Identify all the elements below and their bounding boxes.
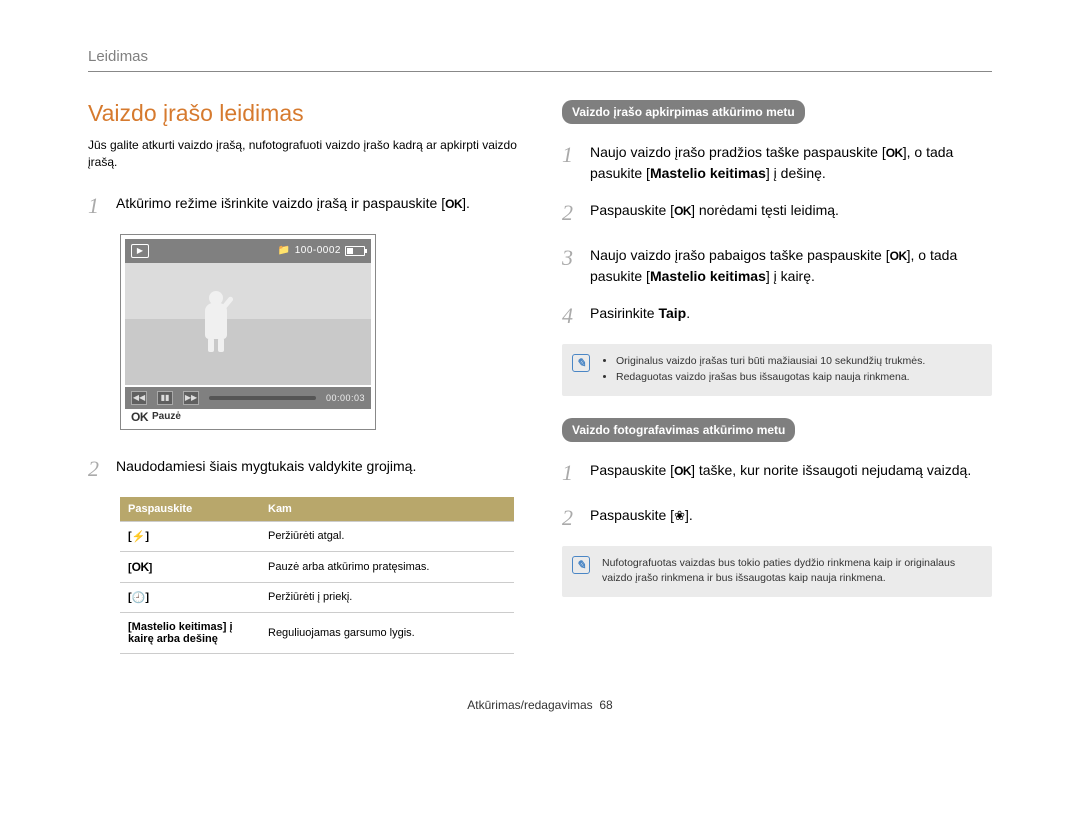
step-text: Paspauskite [OK] norėdami tęsti leidimą.: [590, 196, 992, 221]
text: Paspauskite [: [590, 462, 674, 478]
table-row: [🕘] Peržiūrėti į priekį.: [120, 582, 514, 612]
counter-text: 100-0002: [295, 245, 341, 256]
info-icon: ✎: [572, 556, 590, 574]
step-text: Naujo vaizdo įrašo pradžios taške paspau…: [590, 138, 992, 184]
pause-label: Pauzė: [152, 411, 181, 422]
right-column: Vaizdo įrašo apkirpimas atkūrimo metu 1 …: [562, 100, 992, 654]
text: ].: [685, 507, 693, 523]
page-footer: Atkūrimas/redagavimas 68: [88, 698, 992, 712]
flash-icon: ⚡: [132, 530, 146, 543]
text: Naujo vaizdo įrašo pradžios taške paspau…: [590, 144, 886, 160]
table-cell: [Mastelio keitimas] į kairę arba dešinę: [120, 612, 260, 653]
controls-table: Paspauskite Kam [⚡] Peržiūrėti atgal. [O…: [120, 497, 514, 654]
page-header: Leidimas: [88, 48, 992, 72]
footer-page-number: 68: [599, 698, 612, 712]
info-note: ✎ Originalus vaizdo įrašas turi būti maž…: [562, 344, 992, 396]
ok-icon: OK: [132, 560, 149, 574]
text: Mastelio keitimas: [650, 165, 766, 181]
device-screenshot: ▶ 📁 100-0002: [120, 234, 376, 430]
child-silhouette: [205, 291, 227, 352]
step-text: Naujo vaizdo įrašo pabaigos taške paspau…: [590, 241, 992, 287]
note-item: Redaguotas vaizdo įrašas bus išsaugotas …: [616, 370, 980, 386]
text: .: [686, 305, 690, 321]
timer-icon: 🕘: [132, 591, 146, 604]
battery-icon: [345, 246, 365, 256]
table-cell: Peržiūrėti į priekį.: [260, 582, 514, 612]
ok-icon: OK: [890, 249, 907, 263]
text: Paspauskite [: [590, 507, 674, 523]
ok-icon: OK: [674, 464, 691, 478]
time-text: 00:00:03: [326, 393, 365, 403]
text: Atkūrimo režime išrinkite vaizdo įrašą i…: [116, 195, 445, 211]
left-column: Vaizdo įrašo leidimas Jūs galite atkurti…: [88, 100, 518, 654]
table-row: [⚡] Peržiūrėti atgal.: [120, 521, 514, 551]
macro-icon: ❀: [674, 506, 685, 526]
text: ] norėdami tęsti leidimą.: [691, 202, 839, 218]
ok-icon: OK: [886, 146, 903, 160]
subsection-heading: Vaizdo fotografavimas atkūrimo metu: [562, 418, 795, 442]
text: Pasirinkite: [590, 305, 658, 321]
text: Naujo vaizdo įrašo pabaigos taške paspau…: [590, 247, 890, 263]
info-note: ✎ Nufotografuotas vaizdas bus tokio pati…: [562, 546, 992, 598]
intro-text: Jūs galite atkurti vaizdo įrašą, nufotog…: [88, 137, 518, 171]
ok-icon: OK: [445, 197, 462, 211]
step-text: Pasirinkite Taip.: [590, 299, 992, 324]
text: Taip: [658, 305, 686, 321]
forward-icon: ▶▶: [183, 391, 199, 405]
table-row: [OK] Pauzė arba atkūrimo pratęsimas.: [120, 551, 514, 582]
step-text: Naudodamiesi šiais mygtukais valdykite g…: [116, 452, 518, 477]
step-text: Paspauskite [❀].: [590, 501, 992, 526]
footer-label: Atkūrimas/redagavimas: [467, 698, 592, 712]
pause-icon: ▮▮: [157, 391, 173, 405]
ok-icon: OK: [131, 410, 148, 424]
step-number: 2: [88, 452, 102, 485]
text: ] taške, kur norite išsaugoti nejudamą v…: [691, 462, 971, 478]
step-number: 4: [562, 299, 576, 332]
ok-icon: OK: [674, 204, 691, 218]
text: Mastelio keitimas: [650, 268, 766, 284]
table-cell: Pauzė arba atkūrimo pratęsimas.: [260, 551, 514, 582]
step-number: 2: [562, 501, 576, 534]
play-mode-icon: ▶: [131, 244, 149, 258]
text: ] į kairę.: [766, 268, 815, 284]
table-header: Kam: [260, 497, 514, 522]
step-number: 1: [562, 138, 576, 171]
table-header: Paspauskite: [120, 497, 260, 522]
info-icon: ✎: [572, 354, 590, 372]
text: ] į dešinę.: [766, 165, 826, 181]
subsection-heading: Vaizdo įrašo apkirpimas atkūrimo metu: [562, 100, 805, 124]
table-row: [Mastelio keitimas] į kairę arba dešinę …: [120, 612, 514, 653]
note-item: Nufotografuotas vaizdas bus tokio paties…: [602, 557, 955, 585]
note-item: Originalus vaizdo įrašas turi būti mažia…: [616, 354, 980, 370]
step-number: 1: [88, 189, 102, 222]
step-text: Atkūrimo režime išrinkite vaizdo įrašą i…: [116, 189, 518, 214]
table-cell: Peržiūrėti atgal.: [260, 521, 514, 551]
text: ].: [462, 195, 470, 211]
step-number: 3: [562, 241, 576, 274]
table-cell: Reguliuojamas garsumo lygis.: [260, 612, 514, 653]
rewind-icon: ◀◀: [131, 391, 147, 405]
text: Paspauskite [: [590, 202, 674, 218]
step-number: 2: [562, 196, 576, 229]
step-text: Paspauskite [OK] taške, kur norite išsau…: [590, 456, 992, 481]
section-title: Vaizdo įrašo leidimas: [88, 100, 518, 127]
step-number: 1: [562, 456, 576, 489]
